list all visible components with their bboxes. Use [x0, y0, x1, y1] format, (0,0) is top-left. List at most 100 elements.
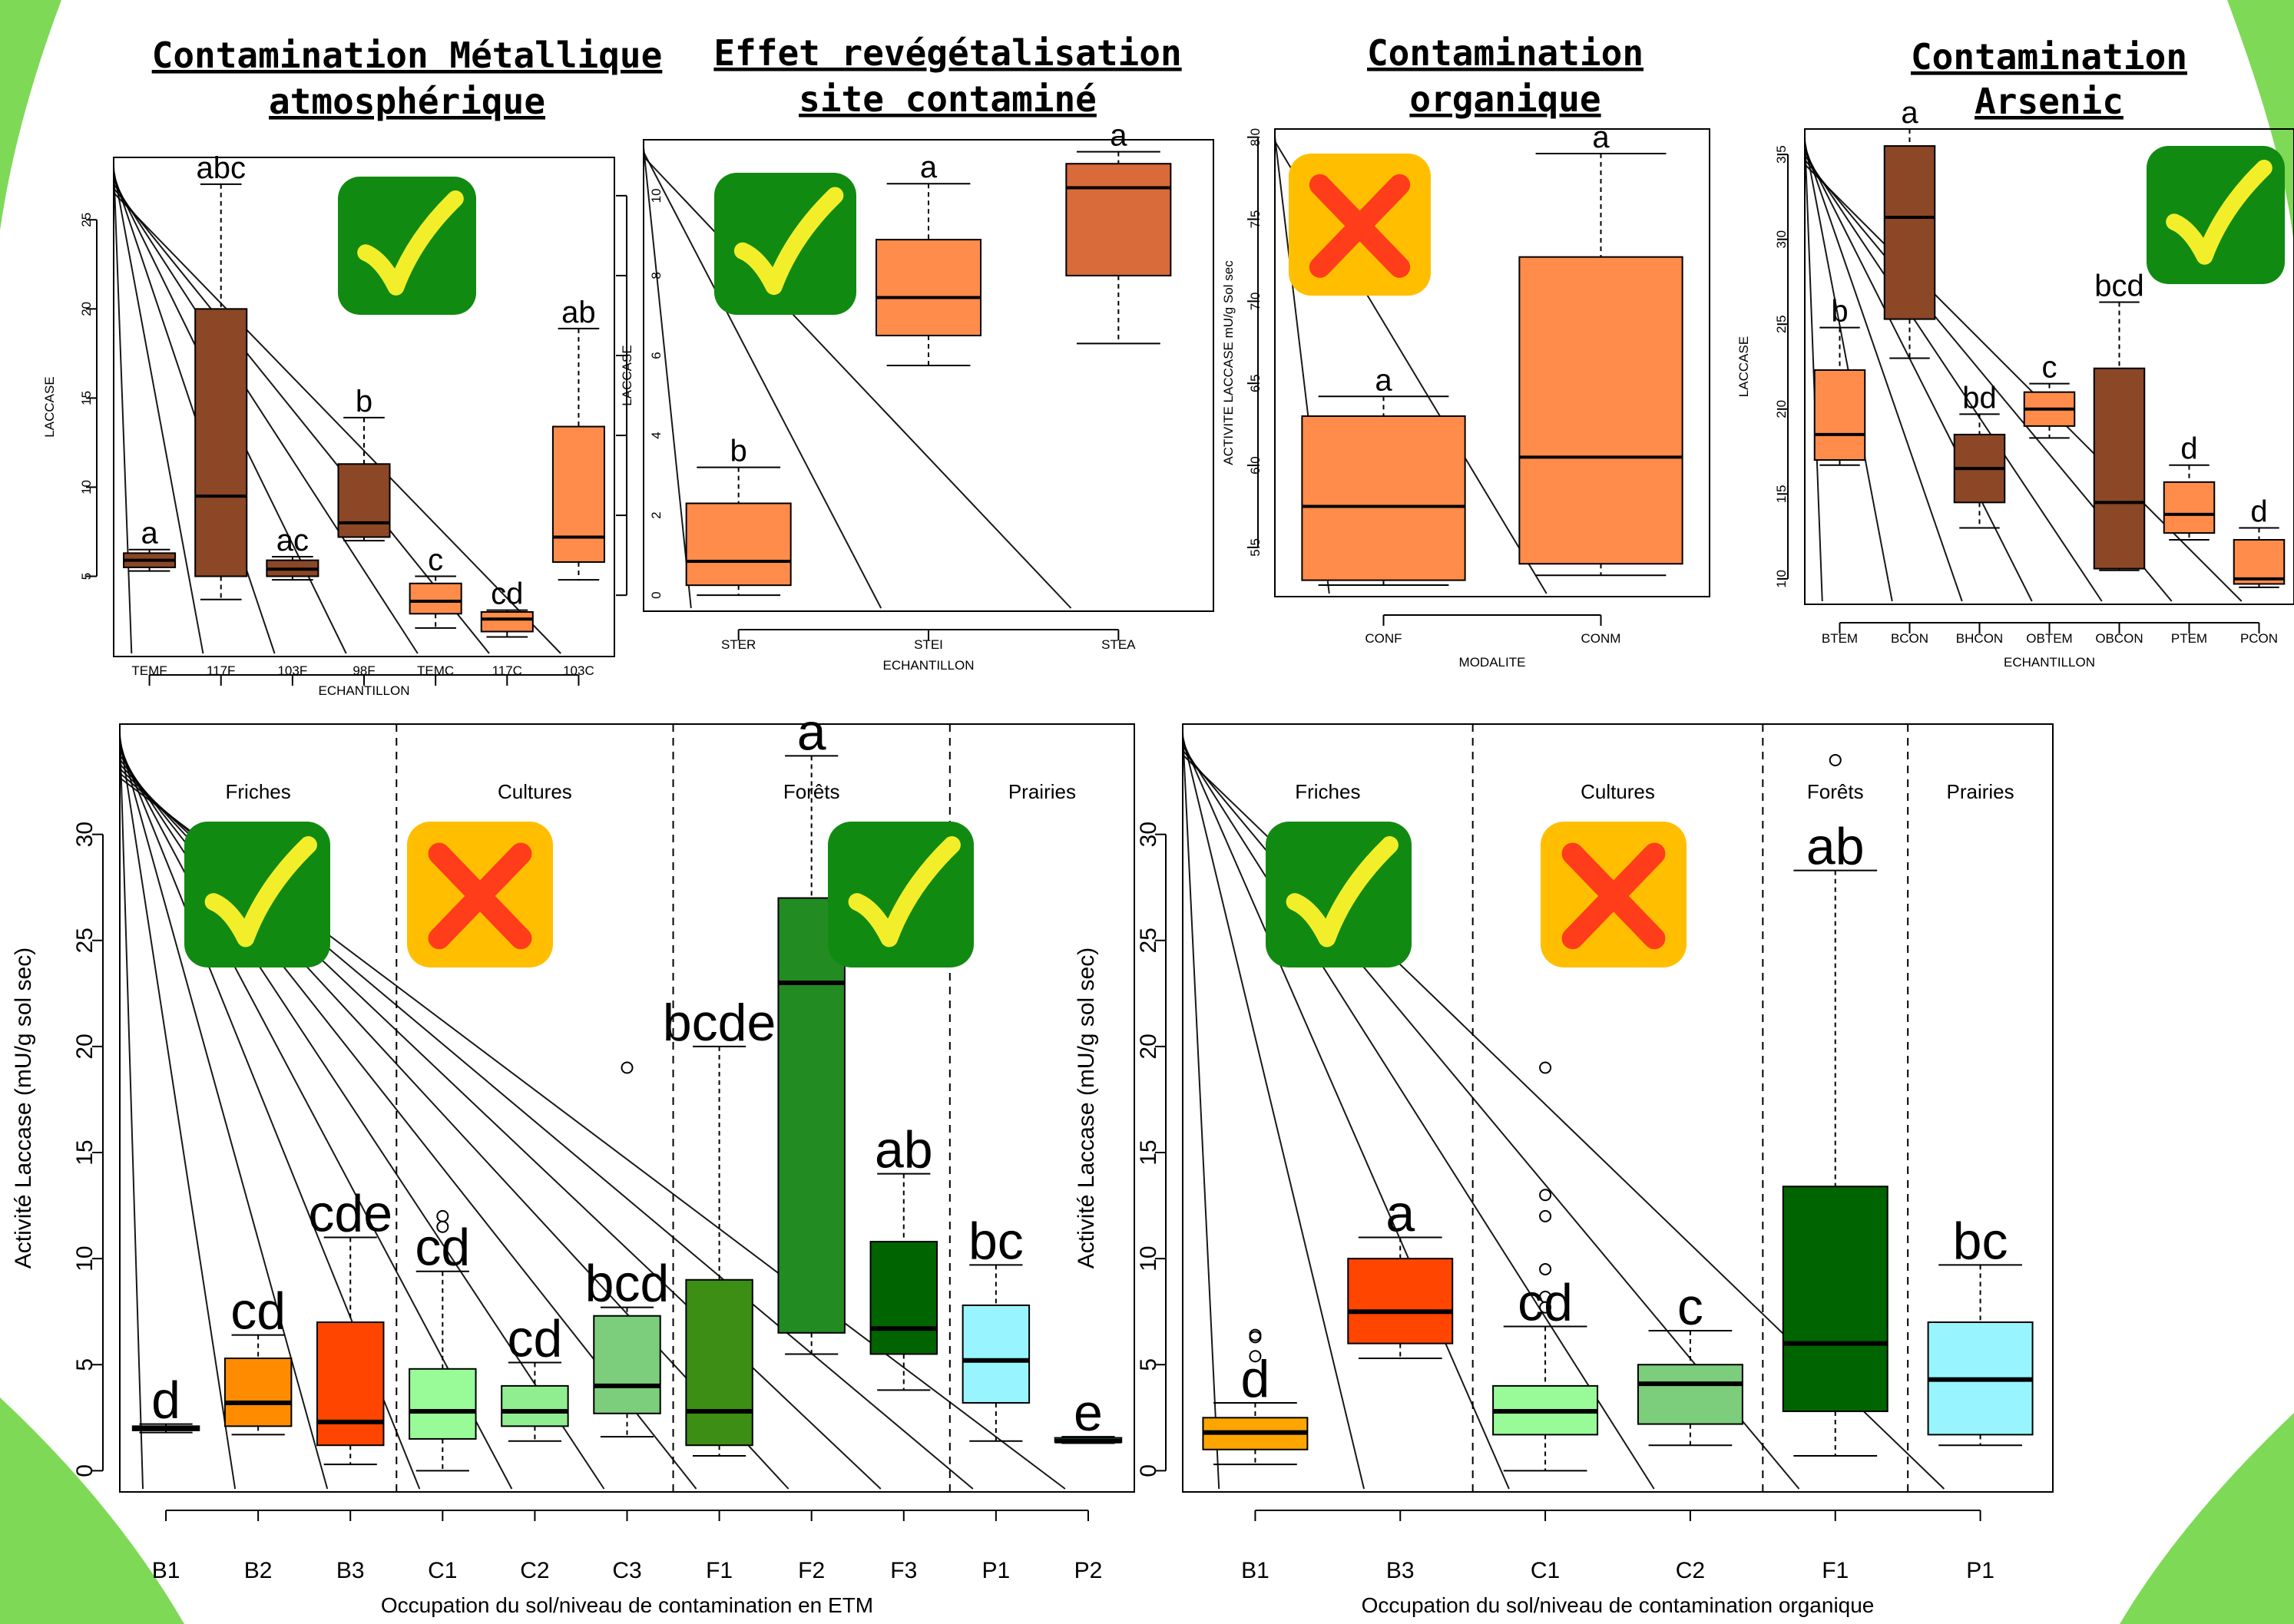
x-tick-label: PTEM [2171, 631, 2207, 646]
box-iqr [338, 464, 389, 537]
box-TEMC: c [410, 544, 462, 628]
significance-letter: cde [308, 1185, 392, 1243]
significance-letter: a [141, 517, 158, 551]
significance-letter: cd [415, 1219, 470, 1277]
box-STEA: a [1066, 119, 1170, 344]
y-tick-label: 1.0 [1774, 570, 1789, 588]
x-tick-label: B3 [336, 1558, 365, 1583]
y-tick-label: 7.0 [1248, 293, 1263, 311]
significance-letter: c [428, 544, 443, 577]
x-tick-label: 103F [277, 663, 307, 678]
y-tick-label: 25 [1136, 928, 1161, 953]
significance-letter: ac [276, 524, 309, 557]
y-tick-label: 6.0 [1248, 456, 1263, 475]
box-iqr [409, 1369, 475, 1439]
y-axis: 5.56.06.57.07.58.0ACTIVITE LACCASE mU/g … [1221, 128, 1263, 557]
box-B2: cd [225, 1282, 291, 1435]
box-iqr [1815, 370, 1865, 460]
trend-line [114, 174, 275, 653]
significance-letter: ab [1806, 818, 1865, 876]
x-tick-label: B1 [1241, 1558, 1269, 1583]
x-tick-label: B1 [152, 1558, 180, 1583]
x-tick-label: 117C [492, 663, 522, 678]
y-tick-label: 1.5 [1774, 485, 1789, 503]
y-axis: 0 5 10 15 20 25 30 Activité Laccase (mU/g sol s… [11, 822, 103, 1477]
significance-letter: d [2250, 495, 2267, 529]
cross-badge [1541, 822, 1687, 967]
x-tick-label: TEMC [417, 663, 454, 678]
box-CONM: a [1519, 121, 1682, 575]
y-tick-label: 10 [649, 188, 664, 203]
box-F1: ab [1783, 755, 1888, 1456]
cross-badge [1289, 154, 1431, 296]
y-tick-label: 5 [1136, 1358, 1161, 1371]
chart-c3: 5.56.06.57.07.58.0ACTIVITE LACCASE mU/g … [1221, 32, 1710, 670]
significance-letter: a [1385, 1185, 1415, 1243]
check-badge [714, 173, 856, 315]
box-BTEM: b [1815, 295, 1865, 465]
y-tick-label: 6.5 [1248, 374, 1263, 392]
significance-letter: b [730, 435, 747, 468]
check-badge [828, 822, 974, 967]
y-tick-label: 5.5 [1248, 538, 1263, 557]
group-label: Cultures [1581, 780, 1655, 803]
x-tick-label: 98F [353, 663, 375, 678]
trend-line [114, 170, 203, 653]
y-tick-label: 25 [79, 213, 94, 227]
x-tick-label: F1 [706, 1558, 733, 1583]
x-axis: STER STEI STEAECHANTILLON [721, 630, 1136, 673]
x-tick-label: B2 [244, 1558, 273, 1583]
y-tick-label: 10 [1136, 1245, 1161, 1271]
significance-letter: ab [561, 296, 596, 329]
chart-c4: 1.01.52.02.53.03.5LACCASEBTEM BCON BHCON OB… [1736, 36, 2294, 670]
chart-title-line: site contaminé [799, 78, 1097, 120]
significance-letter: cd [491, 577, 523, 611]
y-tick-label: 20 [72, 1034, 98, 1059]
significance-letter: cd [507, 1309, 562, 1368]
outlier-point [1540, 1211, 1551, 1222]
y-axis-label: LACCASE [620, 345, 634, 405]
y-tick-label: 2 [649, 511, 664, 518]
y-tick-label: 10 [79, 480, 94, 494]
box-CONF: a [1302, 363, 1465, 585]
x-axis-label: ECHANTILLON [2004, 655, 2095, 670]
y-axis: 510152025LACCASE [42, 213, 97, 580]
chart-c1: 510152025LACCASETEMF 117F 103F 98F TEMC 117C 1… [42, 35, 662, 698]
chart-title-line: Effet revégétalisation [713, 32, 1181, 74]
x-tick-label: C1 [428, 1558, 457, 1583]
x-tick-label: PCON [2240, 631, 2278, 646]
x-tick-label: P1 [982, 1558, 1011, 1583]
significance-letter: d [2180, 432, 2197, 466]
x-tick-label: BCON [1891, 631, 1928, 646]
x-tick-label: C1 [1531, 1558, 1560, 1583]
box-iqr [1638, 1364, 1743, 1424]
x-tick-label: TEMF [131, 663, 167, 678]
x-tick-label: OBTEM [2026, 631, 2072, 646]
box-C1: cd [409, 1211, 475, 1470]
y-axis-label: LACCASE [42, 376, 57, 437]
box-C1: cd [1493, 1063, 1597, 1471]
box-117F: abc [195, 151, 247, 600]
y-tick-label: 5 [72, 1358, 98, 1371]
y-tick-label: 15 [1136, 1139, 1161, 1165]
chart-title-line: organique [1409, 78, 1601, 120]
x-tick-label: 103C [563, 663, 594, 678]
box-OBTEM: c [2024, 351, 2075, 438]
x-tick-label: OBCON [2095, 631, 2143, 646]
y-tick-label: 8 [649, 272, 664, 279]
box-iqr [410, 584, 462, 614]
significance-letter: a [1592, 121, 1610, 154]
trend-line [120, 732, 143, 1489]
chart-c2: 0 2 4 6 8 10 LACCASE STER STEI STEA ECHANTILLON b a a… [616, 32, 1213, 673]
box-OBCON: bcd [2094, 269, 2145, 570]
box-103F: ac [266, 524, 318, 580]
chart-title-line: Contamination Métallique [152, 35, 663, 76]
x-axis-label: ECHANTILLON [882, 658, 974, 673]
box-iqr [963, 1305, 1029, 1403]
box-B3: cde [308, 1185, 392, 1465]
y-tick-label: 20 [79, 302, 94, 316]
check-badge [1266, 822, 1412, 967]
y-tick-label: 0 [649, 591, 664, 598]
x-tick-label: STER [721, 637, 756, 652]
